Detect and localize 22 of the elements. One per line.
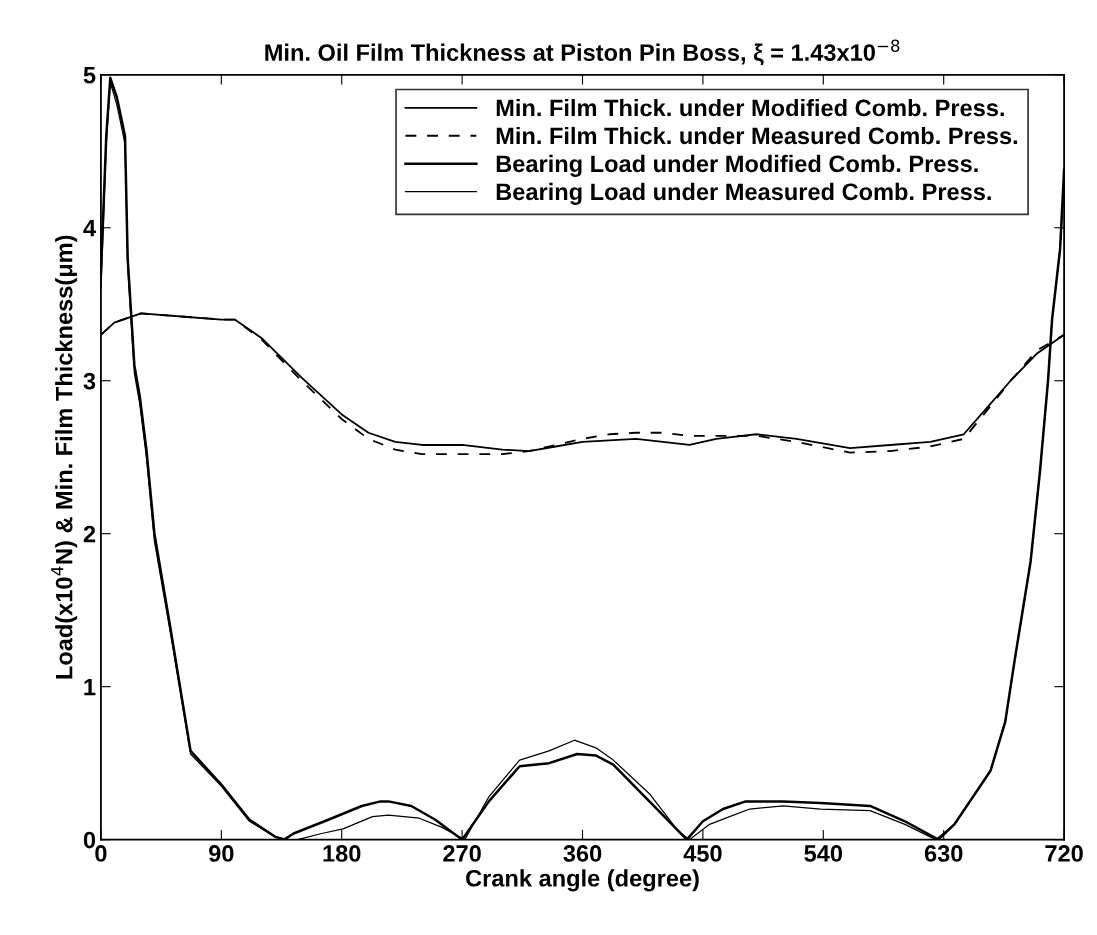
x-tick-label: 360 — [563, 845, 602, 862]
y-tick-label: 4 — [83, 220, 96, 237]
x-tick-label: 180 — [323, 845, 361, 862]
chart-title: Min. Oil Film Thickness at Piston Pin Boss, ξ = 1.43x10$^{−8}$ — [265, 39, 900, 66]
x-tick-label: 720 — [1045, 845, 1083, 862]
y-tick-label: 1 — [84, 678, 96, 696]
legend-label: Bearing Load under Measured Comb. Press. — [496, 182, 991, 205]
legend-label: Bearing Load under Modified Comb. Press. — [496, 154, 978, 177]
x-tick-label: 540 — [804, 845, 843, 862]
y-tick-label: 3 — [83, 372, 96, 390]
legend-label: Min. Film Thick. under Measured Comb. Press. — [496, 126, 1018, 145]
x-tick-label: 270 — [443, 845, 481, 862]
x-tick-label: 90 — [209, 845, 234, 862]
x-tick-label: 450 — [683, 845, 722, 862]
x-tick-label: 0 — [95, 845, 107, 862]
legend-label: Min. Film Thick. under Modified Comb. Press. — [496, 98, 1004, 117]
y-tick-label: 5 — [83, 67, 96, 84]
x-tick-label: 630 — [924, 845, 963, 862]
y-tick-label: 2 — [83, 525, 96, 543]
x-axis-title: Crank angle (degree) — [466, 869, 699, 892]
y-tick-label: 0 — [83, 831, 96, 849]
y-axis-title: Load(x10$^{4}$N) & Min. Film Thickness(μm) — [51, 235, 78, 679]
